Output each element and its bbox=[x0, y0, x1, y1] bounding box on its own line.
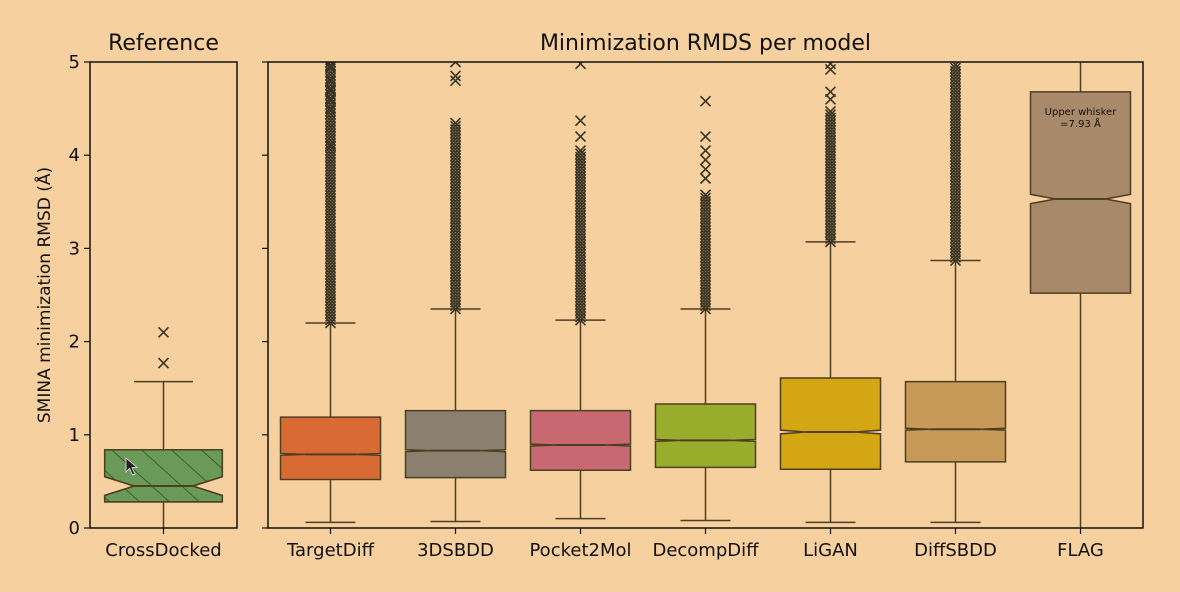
outlier-marker bbox=[324, 121, 337, 133]
outlier-marker bbox=[699, 189, 712, 201]
x-tick-label-diffsbdd: DiffSBDD bbox=[914, 540, 997, 561]
outlier-marker bbox=[824, 109, 837, 121]
outlier-marker bbox=[699, 154, 712, 166]
outlier-marker bbox=[824, 86, 837, 98]
outlier-marker bbox=[574, 144, 587, 157]
box-diffsbdd bbox=[904, 62, 1007, 524]
outlier-marker bbox=[824, 105, 837, 117]
x-tick-label-ligan: LiGAN bbox=[803, 540, 858, 561]
panel-title: Reference bbox=[108, 31, 219, 56]
outlier-marker bbox=[157, 357, 170, 369]
box-3dsbdd bbox=[404, 62, 507, 523]
panel-2: Upper whisker=7.93 Å TargetDiff 3DSBDD Pock… bbox=[262, 31, 1144, 561]
outlier-marker bbox=[449, 75, 462, 87]
outlier-marker bbox=[574, 130, 587, 143]
box-ligan bbox=[779, 62, 882, 524]
box-pocket2mol bbox=[529, 62, 632, 520]
box-decompdiff bbox=[654, 95, 757, 522]
outlier-marker bbox=[449, 120, 462, 132]
y-tick-label: 5 bbox=[69, 52, 80, 73]
outlier-marker bbox=[449, 62, 462, 68]
outlier-marker bbox=[699, 95, 712, 107]
box-targetdiff bbox=[279, 62, 382, 524]
box-body bbox=[779, 377, 882, 471]
box-body bbox=[1029, 91, 1132, 294]
outlier-marker bbox=[324, 62, 337, 71]
box-flag bbox=[1029, 62, 1132, 528]
y-tick-label: 1 bbox=[69, 425, 80, 446]
box-body bbox=[404, 409, 507, 479]
outlier-marker bbox=[949, 62, 962, 71]
box-hatch bbox=[103, 448, 224, 503]
x-tick-label-3dsbdd: 3DSBDD bbox=[417, 540, 494, 561]
annotation-text: Upper whisker bbox=[1045, 107, 1118, 118]
outlier-marker bbox=[324, 62, 337, 68]
outlier-marker bbox=[574, 148, 587, 160]
y-tick-label: 4 bbox=[69, 145, 80, 166]
outlier-marker bbox=[699, 163, 712, 175]
outlier-marker bbox=[824, 63, 837, 76]
outlier-marker bbox=[324, 84, 337, 96]
panel-title: Minimization RMDS per model bbox=[540, 31, 871, 56]
box-crossdocked bbox=[103, 326, 224, 528]
y-tick-label: 2 bbox=[69, 332, 80, 353]
outlier-marker bbox=[324, 75, 337, 87]
outlier-marker bbox=[324, 93, 337, 105]
panel-1: CrossDocked 0 1 2 3 4 5 Reference SMINA minimiza… bbox=[33, 31, 238, 561]
chart-panels: CrossDocked 0 1 2 3 4 5 Reference SMINA minimiza… bbox=[33, 31, 1144, 561]
outlier-marker bbox=[699, 144, 712, 157]
y-tick-label: 0 bbox=[69, 518, 80, 539]
y-tick-label: 3 bbox=[69, 238, 80, 259]
plot-area bbox=[279, 62, 1132, 528]
outlier-marker bbox=[324, 103, 337, 115]
outlier-marker bbox=[324, 140, 337, 152]
x-tick-label-crossdocked: CrossDocked bbox=[105, 540, 221, 561]
box-body bbox=[904, 380, 1007, 463]
box-body bbox=[279, 416, 382, 481]
y-axis-label: SMINA minimization RMSD (Å) bbox=[33, 167, 55, 423]
outlier-marker bbox=[699, 130, 712, 143]
outlier-marker bbox=[699, 192, 712, 204]
x-tick-label-targetdiff: TargetDiff bbox=[286, 540, 375, 561]
outlier-marker bbox=[699, 172, 712, 185]
outlier-marker bbox=[824, 62, 837, 70]
mouse-cursor-icon bbox=[125, 457, 139, 476]
outlier-marker bbox=[324, 62, 337, 73]
box-body bbox=[529, 409, 632, 471]
plot-area bbox=[103, 326, 224, 528]
x-tick-label-pocket2mol: Pocket2Mol bbox=[529, 540, 631, 561]
x-tick-label-decompdiff: DecompDiff bbox=[652, 540, 759, 561]
annotation-text: =7.93 Å bbox=[1060, 117, 1101, 130]
outlier-marker bbox=[574, 115, 587, 127]
box-body bbox=[654, 403, 757, 469]
outlier-marker bbox=[949, 62, 962, 74]
x-tick-label-flag: FLAG bbox=[1057, 540, 1104, 561]
outlier-marker bbox=[449, 70, 462, 82]
outlier-marker bbox=[157, 326, 170, 338]
outlier-marker bbox=[574, 62, 587, 70]
outlier-marker bbox=[449, 117, 462, 129]
